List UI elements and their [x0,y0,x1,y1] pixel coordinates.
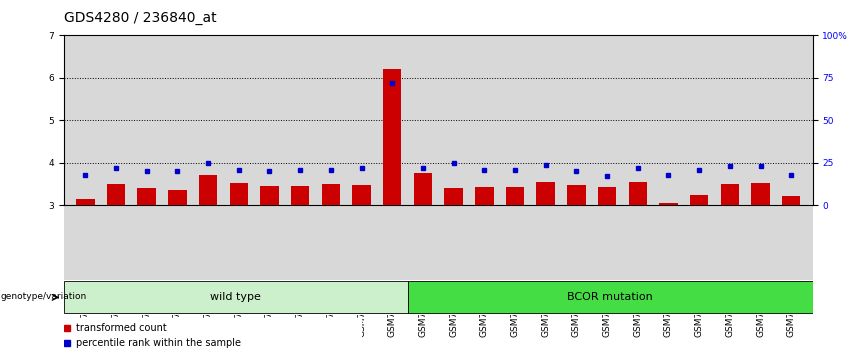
Text: BCOR mutation: BCOR mutation [568,292,653,302]
Bar [168,190,186,205]
Bar [721,184,739,205]
Bar [76,199,94,205]
Bar [505,188,524,205]
Bar [782,196,801,205]
Bar [291,186,310,205]
Bar [751,183,770,205]
Bar [322,184,340,205]
Text: percentile rank within the sample: percentile rank within the sample [76,338,241,348]
Bar [598,188,616,205]
Bar [64,281,408,313]
Bar [260,186,278,205]
Text: GDS4280 / 236840_at: GDS4280 / 236840_at [64,11,216,25]
Bar [383,69,402,205]
Bar [567,185,585,205]
Text: genotype/variation: genotype/variation [1,292,87,301]
Bar [629,182,647,205]
Bar [414,173,432,205]
Bar [230,183,248,205]
Text: transformed count: transformed count [76,322,167,332]
Bar [408,281,813,313]
Text: wild type: wild type [210,292,261,302]
Bar [444,188,463,205]
Bar [352,185,371,205]
Bar [106,184,125,205]
Bar [475,187,494,205]
Bar [199,175,217,205]
Bar [138,188,156,205]
Bar [660,203,677,205]
Bar [690,195,708,205]
Bar [536,182,555,205]
